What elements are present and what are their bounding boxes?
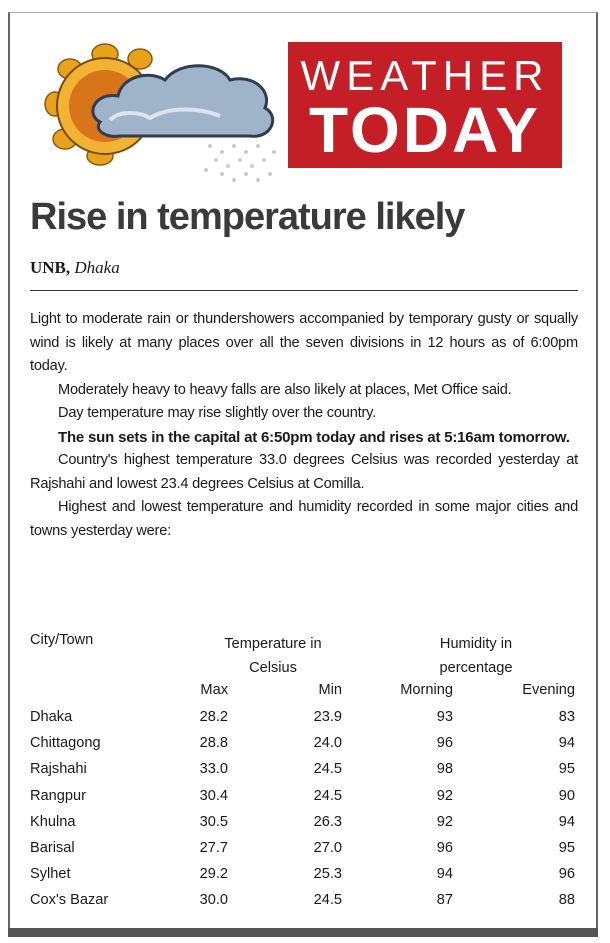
table-value: 92 bbox=[436, 787, 453, 804]
paragraph: Country's highest temperature 33.0 degre… bbox=[30, 452, 578, 492]
table-value: 94 bbox=[558, 813, 575, 830]
table-value: 29.2 bbox=[199, 866, 228, 883]
table-value: 24.5 bbox=[313, 787, 342, 804]
table-value: 33.0 bbox=[199, 761, 228, 778]
table-value: 83 bbox=[558, 709, 575, 725]
paragraph: Highest and lowest temperature and humid… bbox=[30, 499, 578, 539]
table-value: 30.0 bbox=[199, 892, 228, 909]
table-value: 24.5 bbox=[313, 892, 342, 909]
table-value: 94 bbox=[558, 735, 575, 752]
divider bbox=[30, 290, 578, 291]
table-value: 90 bbox=[558, 787, 575, 804]
table-value: 96 bbox=[436, 735, 453, 752]
table-value: 23.9 bbox=[313, 709, 342, 725]
sub-header: Morning bbox=[400, 682, 453, 698]
rain-drops bbox=[204, 144, 276, 182]
table-value: 92 bbox=[436, 813, 453, 830]
paragraph: Moderately heavy to heavy falls are also… bbox=[58, 381, 512, 398]
table-value: 25.3 bbox=[313, 866, 342, 883]
table-value: 30.4 bbox=[199, 787, 228, 804]
table-value: 30.5 bbox=[199, 813, 228, 830]
sub-header: Min bbox=[318, 682, 342, 698]
clipping-frame bbox=[8, 12, 598, 930]
table-value: 28.2 bbox=[199, 709, 228, 725]
sub-header: Evening bbox=[522, 682, 575, 698]
table-value: 95 bbox=[558, 761, 575, 778]
byline: UNB, Dhaka bbox=[30, 258, 120, 278]
byline-agency: UNB, bbox=[30, 258, 71, 277]
table-value: 88 bbox=[558, 892, 575, 909]
table-value: 26.3 bbox=[313, 813, 342, 830]
article-body: Light to moderate rain or thundershowers… bbox=[30, 308, 578, 543]
bottom-bar bbox=[8, 928, 598, 937]
paragraph: Light to moderate rain or thundershowers… bbox=[30, 311, 578, 374]
table-value: 98 bbox=[436, 761, 453, 778]
table-value: 93 bbox=[436, 709, 453, 725]
banner-line2: TODAY bbox=[309, 94, 541, 166]
city-name: Khulna bbox=[30, 813, 76, 830]
table-value: 96 bbox=[436, 840, 453, 856]
city-name: Rajshahi bbox=[30, 761, 87, 778]
cloud-icon bbox=[91, 64, 275, 138]
table-value: 28.8 bbox=[199, 735, 228, 752]
weather-banner: WEATHER TODAY bbox=[44, 42, 562, 182]
table-value: 87 bbox=[436, 892, 453, 909]
banner-line1: WEATHER bbox=[301, 52, 550, 99]
table-value: 96 bbox=[558, 866, 575, 883]
table-value: 24.5 bbox=[313, 761, 342, 778]
table-value: 95 bbox=[558, 840, 575, 856]
table-value: 27.0 bbox=[313, 840, 342, 856]
group-header: Temperature in Celsius bbox=[224, 636, 322, 676]
city-name: Chittagong bbox=[30, 735, 101, 752]
sub-header: Max bbox=[200, 682, 228, 698]
banner-box bbox=[288, 42, 562, 168]
city-name: Barisal bbox=[30, 840, 75, 856]
paragraph: The sun sets in the capital at 6:50pm to… bbox=[58, 428, 570, 446]
byline-location: Dhaka bbox=[74, 258, 120, 277]
city-name: Rangpur bbox=[30, 787, 86, 804]
table-value: 94 bbox=[436, 866, 453, 883]
paragraph: Day temperature may rise slightly over t… bbox=[58, 405, 377, 421]
headline: Rise in temperature likely bbox=[30, 196, 465, 238]
city-name: Sylhet bbox=[30, 866, 71, 883]
city-name: Dhaka bbox=[30, 709, 73, 725]
group-header: Humidity in percentage bbox=[439, 636, 513, 676]
city-name: Cox's Bazar bbox=[30, 892, 109, 909]
table-value: 27.7 bbox=[199, 840, 228, 856]
group-header: City/Town bbox=[30, 632, 94, 648]
table-value: 24.0 bbox=[313, 735, 342, 752]
